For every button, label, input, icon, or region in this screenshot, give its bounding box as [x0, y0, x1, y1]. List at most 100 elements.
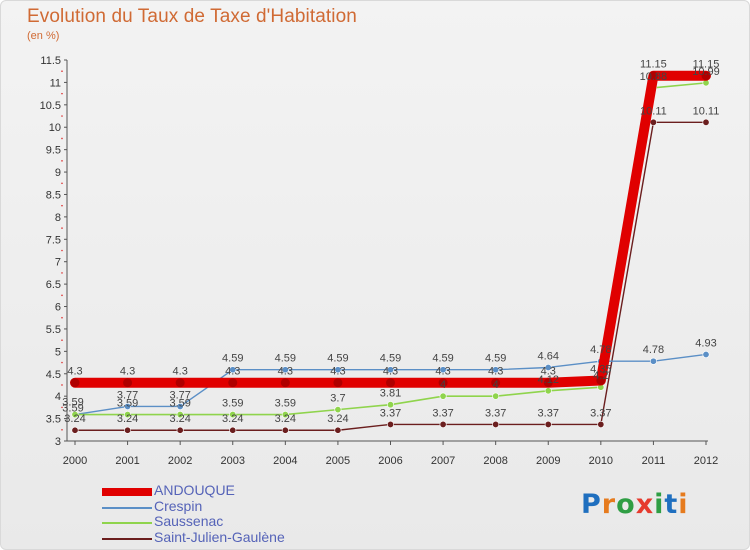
logo-letter: P: [581, 489, 602, 520]
series-point: [334, 366, 342, 374]
y-minor-tick: [61, 115, 63, 117]
series-point: [492, 366, 500, 374]
data-label: 4.3: [173, 366, 188, 378]
data-label: 4.3: [435, 366, 450, 378]
legend-label: ANDOUQUE: [154, 482, 235, 498]
legend-swatch: [102, 488, 152, 496]
data-label: 3.37: [538, 407, 559, 419]
y-minor-tick: [61, 227, 63, 229]
series-point: [596, 375, 606, 385]
y-minor-tick: [61, 70, 63, 73]
data-label: 4.59: [327, 353, 348, 365]
data-label: 3.37: [432, 407, 453, 419]
y-tick-label: 3.5: [46, 414, 61, 426]
chart-subtitle: (en %): [27, 30, 60, 42]
series-point: [176, 402, 184, 410]
y-tick-label: 10: [49, 122, 61, 134]
y-tick-label: 4.5: [46, 369, 61, 381]
series-point: [386, 378, 395, 388]
data-label: 4.3: [120, 366, 135, 378]
data-label: 3.24: [64, 413, 85, 425]
logo-letter: o: [616, 489, 636, 520]
data-label: 11.15: [640, 59, 667, 71]
logo-letter: r: [601, 489, 617, 520]
y-tick-label: 7: [55, 257, 61, 269]
data-label: 3.37: [485, 407, 506, 419]
data-label: 10.11: [693, 105, 720, 117]
series-point: [281, 411, 289, 419]
y-minor-tick: [61, 361, 63, 364]
legend-label: Saussenac: [154, 513, 224, 529]
data-label: 4.59: [380, 353, 401, 365]
series-point: [334, 406, 342, 414]
series-point: [649, 357, 657, 365]
y-tick-label: 6: [55, 302, 61, 314]
y-minor-tick: [61, 137, 63, 140]
data-label: 3.59: [169, 398, 190, 410]
series-point: [281, 426, 289, 434]
y-minor-tick: [61, 406, 63, 409]
data-label: 10.88: [640, 71, 668, 83]
x-tick-label: 2007: [431, 455, 455, 467]
y-tick-label: 6.5: [46, 279, 61, 291]
data-label: 10.99: [692, 66, 720, 78]
data-label: 4: [440, 379, 446, 391]
y-tick-label: 11: [50, 77, 61, 89]
data-label: 3.59: [62, 397, 83, 409]
logo-letter: x: [635, 489, 655, 520]
data-label: 3.59: [222, 398, 243, 410]
data-label: 10.11: [640, 105, 667, 117]
series-point: [439, 420, 447, 428]
x-tick-label: 2012: [694, 455, 718, 467]
y-minor-tick: [61, 92, 63, 95]
series-point: [544, 387, 552, 395]
data-label: 11.15: [693, 59, 720, 71]
series-point: [439, 366, 447, 374]
series-point: [702, 350, 710, 358]
data-label: 3.24: [327, 413, 348, 425]
x-tick-label: 2000: [63, 455, 87, 467]
data-label: 3.59: [275, 398, 296, 410]
y-tick-label: 4: [55, 391, 61, 403]
data-label: 3.37: [380, 407, 401, 419]
series-point: [229, 366, 237, 374]
data-label: 4.3: [383, 366, 398, 378]
x-tick-label: 2009: [536, 455, 560, 467]
proxiti-logo: Proxiti: [581, 489, 689, 520]
series-point: [175, 378, 185, 388]
series-point: [71, 426, 79, 434]
x-tick-label: 2006: [378, 455, 402, 467]
y-minor-tick: [61, 204, 63, 207]
y-minor-tick: [61, 428, 63, 431]
series-point: [386, 366, 394, 374]
series-point: [176, 426, 184, 434]
series-point: [386, 401, 394, 409]
y-tick-label: 3: [55, 436, 61, 448]
series-line-0: [70, 70, 711, 388]
data-label: 3.77: [117, 389, 138, 401]
y-minor-tick: [61, 182, 63, 185]
y-tick-label: 8: [55, 212, 61, 224]
y-minor-tick: [61, 294, 63, 297]
data-label: 4.59: [222, 353, 243, 365]
data-label: 4.78: [643, 344, 664, 356]
series-point: [439, 392, 447, 400]
series-point: [544, 363, 552, 371]
data-label: 4.59: [275, 353, 296, 365]
data-label: 3.37: [590, 407, 611, 419]
data-label: 4.93: [695, 337, 716, 349]
logo-letter: t: [664, 489, 679, 520]
data-label: 4.3: [225, 366, 240, 378]
y-minor-tick: [61, 316, 63, 319]
data-label: 4.12: [538, 374, 559, 386]
x-tick-label: 2003: [221, 455, 245, 467]
series-point: [123, 378, 133, 388]
series-point: [176, 411, 184, 419]
data-label: 4.3: [330, 366, 345, 378]
legend-label: Crespin: [154, 497, 203, 514]
series-point: [649, 118, 657, 126]
y-minor-tick: [61, 160, 63, 162]
series-point: [492, 392, 500, 400]
data-label: 3.24: [117, 413, 138, 425]
data-label: 4.35: [590, 363, 611, 375]
